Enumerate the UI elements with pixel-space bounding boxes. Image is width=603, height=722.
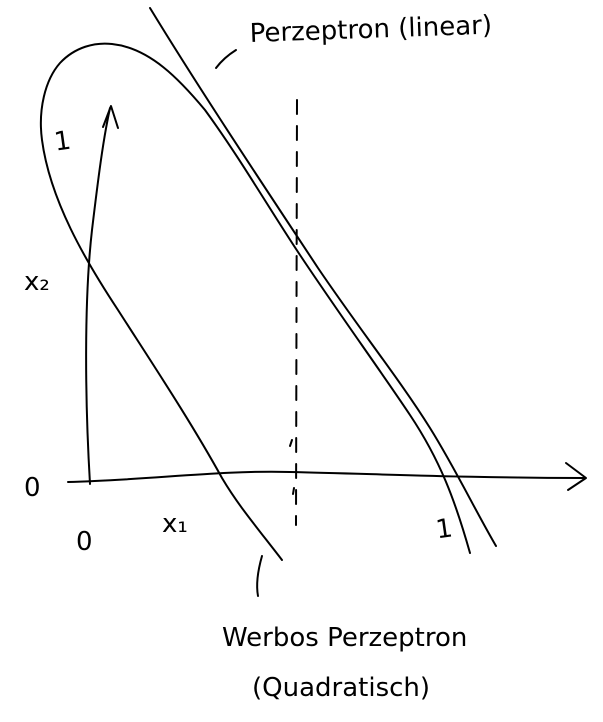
x2-axis-line bbox=[85, 107, 111, 485]
axis-tick-mark bbox=[292, 487, 295, 495]
origin-label-x: 0 bbox=[76, 527, 93, 557]
x1-axis-label: x₁ bbox=[162, 509, 188, 539]
werbos-leader bbox=[256, 555, 263, 597]
dashed-vertical-line bbox=[295, 99, 298, 526]
region-label-left: 1 bbox=[52, 126, 73, 158]
werbos-quadratic-curve bbox=[39, 42, 471, 561]
dashed-tick-mark bbox=[289, 439, 293, 447]
x1-axis-line bbox=[67, 470, 586, 483]
werbos-label-line2: (Quadratisch) bbox=[252, 673, 430, 703]
x2-axis-label: x₂ bbox=[24, 267, 50, 297]
linear-perceptron-leader bbox=[215, 49, 237, 69]
x2-axis-arrowhead bbox=[102, 105, 119, 129]
origin-label-y: 0 bbox=[24, 473, 41, 503]
werbos-label-line1: Werbos Perzeptron bbox=[222, 623, 467, 653]
x1-axis-arrowhead bbox=[565, 462, 587, 491]
linear-perceptron-line bbox=[149, 7, 497, 547]
region-label-right: 1 bbox=[434, 513, 455, 545]
linear-perceptron-label: Perzeptron (linear) bbox=[249, 11, 492, 49]
